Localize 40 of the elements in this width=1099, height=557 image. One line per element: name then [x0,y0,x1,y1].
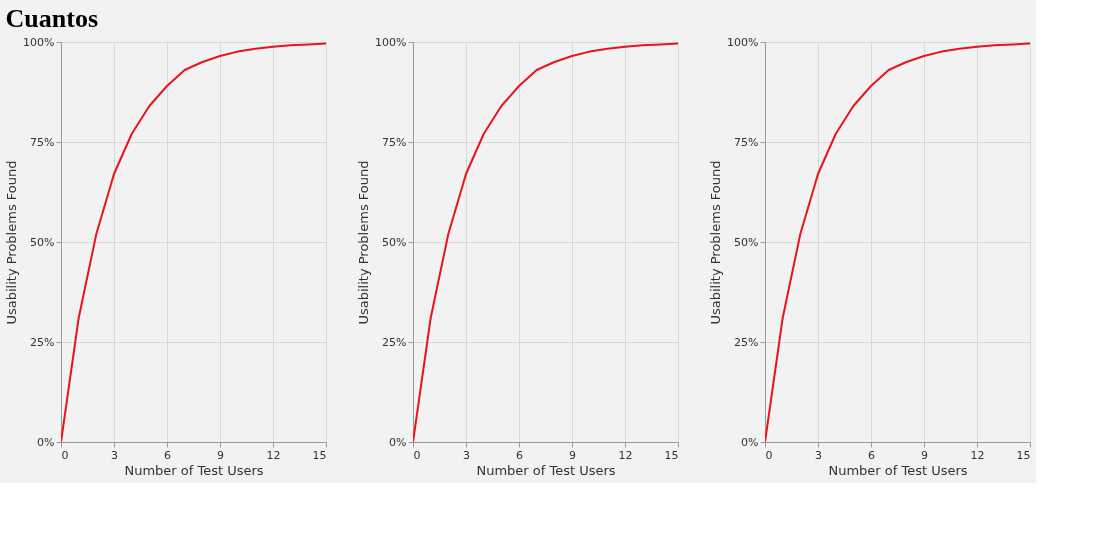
x-tick-label: 15 [664,448,679,462]
x-tick-label: 15 [1016,448,1031,462]
x-tick-label: 12 [618,448,633,462]
x-tick-label: 3 [815,448,822,462]
x-tick-label: 9 [569,448,576,462]
y-axis-title: Usability Problems Found [4,160,20,325]
y-tick-label: 25% [30,335,55,349]
y-tick-label: 75% [382,135,407,149]
x-tick-label: 12 [266,448,281,462]
x-tick-label: 12 [970,448,985,462]
x-tick-label: 9 [217,448,224,462]
chart-title: Cuantos [5,4,99,33]
x-axis-title: Number of Test Users [828,462,968,478]
y-tick-label: 100% [727,35,759,49]
x-axis-title: Number of Test Users [124,462,264,478]
x-axis-title: Number of Test Users [476,462,616,478]
x-tick-label: 6 [868,448,875,462]
y-tick-label: 100% [23,35,55,49]
y-tick-label: 0% [741,435,759,449]
y-tick-label: 50% [734,235,759,249]
y-tick-label: 0% [389,435,407,449]
x-tick-label: 9 [921,448,928,462]
x-tick-label: 0 [765,448,773,462]
x-tick-label: 3 [463,448,470,462]
y-tick-label: 50% [382,235,407,249]
x-tick-label: 0 [61,448,69,462]
y-axis-title: Usability Problems Found [708,160,724,325]
y-tick-label: 75% [30,135,55,149]
y-axis-title: Usability Problems Found [356,160,372,325]
x-tick-label: 15 [312,448,327,462]
x-tick-label: 6 [516,448,523,462]
y-tick-label: 100% [375,35,407,49]
x-tick-label: 3 [111,448,118,462]
x-tick-label: 6 [164,448,171,462]
y-tick-label: 0% [37,435,55,449]
y-tick-label: 25% [734,335,759,349]
y-tick-label: 50% [30,235,55,249]
y-tick-label: 75% [734,135,759,149]
y-tick-label: 25% [382,335,407,349]
x-tick-label: 0 [413,448,421,462]
